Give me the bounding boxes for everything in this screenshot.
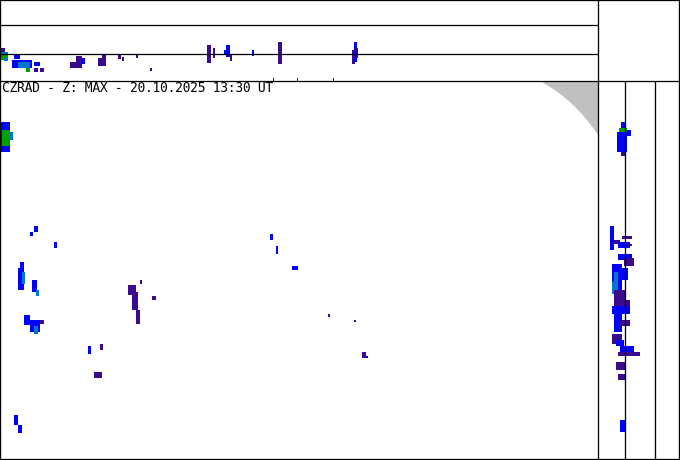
radar-echo bbox=[4, 58, 8, 61]
radar-echo bbox=[273, 78, 274, 81]
radar-echo bbox=[622, 236, 632, 239]
radar-echo bbox=[612, 334, 622, 344]
radar-echo bbox=[98, 58, 106, 66]
radar-echo bbox=[621, 152, 625, 156]
radar-echo bbox=[140, 280, 142, 284]
radar-echo bbox=[102, 55, 106, 61]
echo-layer bbox=[0, 42, 640, 433]
radar-echo bbox=[616, 340, 624, 346]
radar-echo bbox=[230, 55, 232, 61]
radar-echo bbox=[2, 130, 10, 146]
radar-echo bbox=[614, 272, 618, 282]
radar-echo bbox=[276, 246, 278, 254]
radar-echo bbox=[18, 62, 30, 68]
radar-echo bbox=[14, 55, 20, 59]
radar-echo bbox=[82, 58, 85, 64]
radar-echo bbox=[34, 326, 38, 334]
radar-echo bbox=[34, 68, 38, 72]
radar-echo bbox=[18, 268, 24, 290]
radar-echo bbox=[620, 346, 634, 352]
radar-echo bbox=[612, 282, 618, 294]
radar-echo bbox=[618, 374, 626, 380]
radar-echo bbox=[628, 244, 632, 246]
radar-echo bbox=[362, 352, 366, 358]
radar-echo bbox=[122, 57, 124, 61]
radar-echo bbox=[614, 314, 622, 332]
radar-echo bbox=[213, 48, 215, 58]
radar-echo bbox=[22, 272, 25, 284]
radar-echo bbox=[614, 240, 620, 244]
radar-echo bbox=[620, 420, 626, 432]
radar-echo bbox=[0, 55, 8, 60]
outside-range-area bbox=[540, 81, 598, 135]
radar-echo bbox=[612, 306, 630, 314]
radar-echo bbox=[624, 258, 634, 266]
radar-echo bbox=[356, 48, 358, 58]
radar-echo bbox=[10, 132, 13, 140]
radar-echo bbox=[152, 296, 156, 300]
radar-echo bbox=[14, 415, 18, 425]
radar-echo bbox=[616, 362, 626, 370]
radar-echo bbox=[333, 78, 334, 81]
radar-echo bbox=[352, 50, 355, 64]
radar-echo bbox=[128, 285, 136, 295]
radar-echo bbox=[34, 62, 40, 66]
radar-echo bbox=[224, 50, 226, 54]
radar-echo bbox=[136, 310, 140, 324]
radar-echo bbox=[40, 320, 44, 324]
radar-echo bbox=[76, 56, 82, 68]
radar-echo bbox=[30, 232, 33, 236]
radar-echo bbox=[40, 68, 44, 72]
radar-echo bbox=[36, 290, 39, 296]
radar-echo bbox=[26, 68, 30, 72]
radar-echo bbox=[18, 425, 22, 433]
radar-echo bbox=[32, 280, 37, 292]
radar-echo bbox=[354, 320, 356, 322]
radar-echo bbox=[88, 346, 91, 354]
radar-echo bbox=[610, 226, 614, 250]
radar-echo bbox=[627, 130, 631, 136]
radar-echo bbox=[150, 68, 152, 71]
radar-echo bbox=[226, 45, 230, 57]
radar-echo bbox=[328, 314, 330, 317]
radar-echo bbox=[100, 344, 103, 350]
radar-echo bbox=[270, 234, 273, 240]
radar-echo bbox=[354, 42, 357, 62]
radar-echo bbox=[366, 356, 368, 358]
radar-echo bbox=[620, 268, 628, 280]
radar-echo bbox=[118, 55, 121, 59]
radar-echo bbox=[136, 54, 138, 58]
radar-echo bbox=[292, 266, 298, 270]
radar-echo bbox=[20, 262, 24, 270]
radar-echo bbox=[297, 78, 298, 81]
radar-echo bbox=[24, 315, 30, 325]
product-title: CZRAD - Z: MAX - 20.10.2025 13:30 UT bbox=[2, 81, 273, 96]
radar-echo bbox=[132, 292, 138, 310]
radar-echo bbox=[34, 226, 38, 232]
radar-echo bbox=[278, 42, 282, 64]
radar-echo bbox=[54, 242, 57, 248]
radar-echo bbox=[618, 242, 630, 248]
radar-echo bbox=[618, 352, 640, 356]
radar-echo bbox=[621, 122, 625, 128]
radar-echo bbox=[252, 50, 254, 56]
radar-echo bbox=[94, 372, 102, 378]
radar-echo bbox=[617, 132, 627, 152]
